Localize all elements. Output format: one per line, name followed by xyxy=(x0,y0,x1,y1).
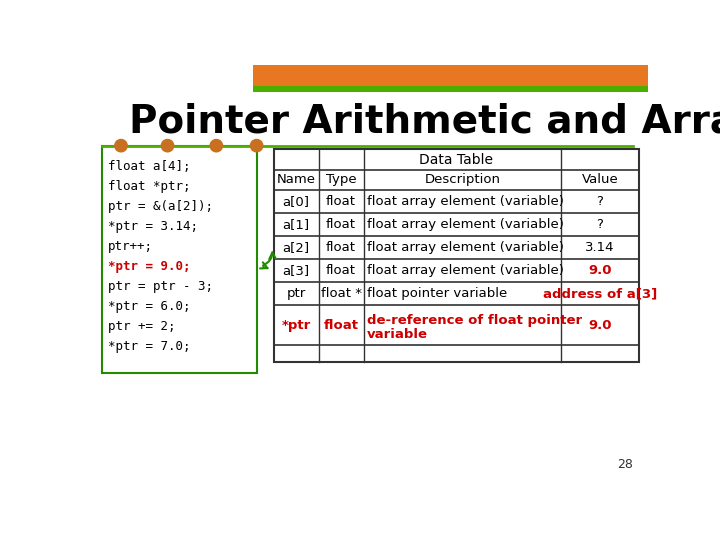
FancyArrowPatch shape xyxy=(260,262,268,268)
FancyArrowPatch shape xyxy=(263,252,276,266)
Text: ?: ? xyxy=(596,194,603,207)
Text: 9.0: 9.0 xyxy=(588,264,612,277)
Text: a[3]: a[3] xyxy=(282,264,310,277)
Text: de-reference of float pointer: de-reference of float pointer xyxy=(366,314,582,327)
Text: ?: ? xyxy=(596,218,603,231)
Text: Name: Name xyxy=(276,173,315,186)
Circle shape xyxy=(114,139,127,152)
Bar xyxy=(274,150,639,362)
Text: Type: Type xyxy=(325,173,356,186)
Text: a[2]: a[2] xyxy=(282,241,310,254)
Text: float: float xyxy=(323,319,359,332)
Text: float: float xyxy=(326,264,356,277)
Text: Pointer Arithmetic and Array: Pointer Arithmetic and Array xyxy=(129,103,720,141)
Text: 9.0: 9.0 xyxy=(588,319,612,332)
Text: float *: float * xyxy=(320,287,361,300)
Text: *ptr = 3.14;: *ptr = 3.14; xyxy=(108,220,198,233)
Circle shape xyxy=(161,139,174,152)
Text: address of a[3]: address of a[3] xyxy=(543,287,657,300)
Text: variable: variable xyxy=(366,328,428,341)
Text: float: float xyxy=(326,218,356,231)
Text: float array element (variable): float array element (variable) xyxy=(367,194,564,207)
Text: ptr += 2;: ptr += 2; xyxy=(108,320,176,333)
Circle shape xyxy=(210,139,222,152)
Text: Value: Value xyxy=(582,173,618,186)
Text: 28: 28 xyxy=(616,458,632,471)
Text: a[0]: a[0] xyxy=(283,194,310,207)
Text: Data Table: Data Table xyxy=(419,152,493,166)
Text: ptr++;: ptr++; xyxy=(108,240,153,253)
Circle shape xyxy=(251,139,263,152)
Text: a[1]: a[1] xyxy=(282,218,310,231)
Bar xyxy=(253,86,648,92)
Text: float array element (variable): float array element (variable) xyxy=(367,241,564,254)
Text: ptr = &(a[2]);: ptr = &(a[2]); xyxy=(108,200,213,213)
Text: float array element (variable): float array element (variable) xyxy=(367,218,564,231)
Text: float pointer variable: float pointer variable xyxy=(367,287,508,300)
Text: *ptr = 9.0;: *ptr = 9.0; xyxy=(108,260,190,273)
Text: float *ptr;: float *ptr; xyxy=(108,179,190,193)
Text: float: float xyxy=(326,241,356,254)
Text: *ptr = 7.0;: *ptr = 7.0; xyxy=(108,340,190,353)
Bar xyxy=(102,146,256,373)
Text: Description: Description xyxy=(424,173,500,186)
Text: 3.14: 3.14 xyxy=(585,241,615,254)
Text: ptr = ptr - 3;: ptr = ptr - 3; xyxy=(108,280,213,293)
Text: ptr: ptr xyxy=(287,287,306,300)
Bar xyxy=(253,65,648,88)
Text: float array element (variable): float array element (variable) xyxy=(367,264,564,277)
Text: *ptr: *ptr xyxy=(282,319,311,332)
Text: float a[4];: float a[4]; xyxy=(108,159,190,172)
Text: float: float xyxy=(326,194,356,207)
Text: *ptr = 6.0;: *ptr = 6.0; xyxy=(108,300,190,313)
